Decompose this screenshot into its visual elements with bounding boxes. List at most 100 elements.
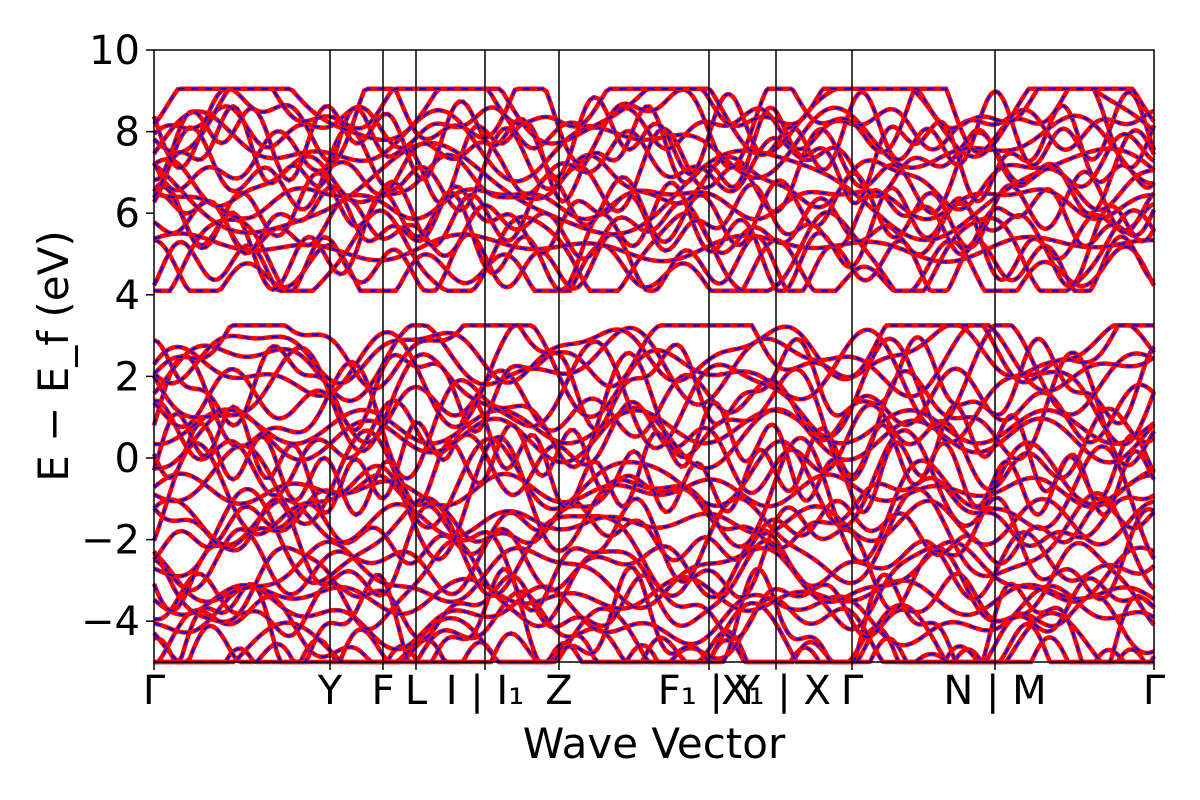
band-line-dashed [994,188,1155,247]
band-line-dashed [153,540,710,610]
x-tick-label: Y [317,668,343,714]
plot-frame [153,49,1155,663]
y-tick-label: 6 [115,191,140,237]
band-line-dashed [995,324,1155,416]
band-line-dashed [994,330,1155,393]
x-tick-label: Z [545,668,572,714]
high-symmetry-lines [329,50,996,662]
y-axis-title: E − E_f (eV) [29,230,78,481]
band-line-dashed [154,209,710,292]
band-line-dashed [708,594,996,647]
band-line-dashed [994,383,1155,444]
band-line-dashed [994,582,1155,663]
band-line-dashed [994,577,1155,633]
band-line-dashed [708,436,996,563]
band-line-dashed [994,407,1155,489]
band-line-dashed [994,414,1155,516]
band-line-dashed [153,153,710,208]
band-line-dashed [153,528,710,598]
band-line-dashed [708,87,996,169]
band-line-dashed [153,87,710,169]
band-line-dashed [994,87,1155,143]
band-line-solid [992,169,1156,235]
band-line-dashed [153,402,710,514]
band-line-dashed [153,181,710,292]
band-line-dashed [994,133,1155,188]
y-tick-label: −2 [81,518,140,564]
band-line-dashed [994,417,1155,464]
band-line-dashed [153,497,710,612]
y-tick-label: 2 [115,354,140,400]
band-line-dashed [153,324,710,406]
band-line-dashed [994,542,1155,626]
y-axis: 10 8 6 4 2 0 −2 −4 [81,28,154,645]
band-line-dashed [153,142,710,236]
band-line-dashed [994,409,1155,445]
band-line-dashed [153,339,710,433]
band-line-dashed [994,114,1154,185]
band-line-dashed [708,211,996,292]
band-line-dashed [994,445,1155,560]
band-line-dashed [708,87,996,158]
band-line-dashed [153,172,710,250]
band-line-dashed [153,572,710,640]
band-line-dashed [153,328,710,385]
band-line-dashed [994,205,1155,287]
y-tick-label: 4 [115,273,140,319]
x-tick-label: I | I₁ [446,668,525,714]
band-line-solid [993,493,1156,549]
band-line-dashed [708,324,996,429]
band-line-dashed [153,324,709,390]
band-line-dashed [708,423,996,513]
band-line-dashed [153,324,710,429]
band-line-dashed [153,408,710,446]
band-line-dashed [994,90,1155,167]
band-line-dashed [153,239,710,292]
y-tick-label: 8 [115,110,140,156]
bands-layer [151,86,1157,665]
band-line-dashed [994,188,1154,221]
band-line-dashed [994,324,1154,384]
x-tick-label: N | M [943,668,1046,714]
band-line-dashed [153,187,710,221]
band-line-dashed [994,434,1155,516]
x-axis-title: Wave Vector [523,719,786,768]
band-line-dashed [708,155,996,211]
x-tick-label: Γ [841,668,864,714]
band-line-dashed [994,531,1155,582]
x-tick-label: F₁ | Y [658,668,761,714]
band-line-dashed [994,87,1155,123]
band-line-dashed [994,441,1155,506]
band-line-dashed [994,324,1155,378]
band-line-dashed [994,235,1155,292]
band-line-solid [152,86,711,131]
band-line-dashed [994,351,1155,467]
y-tick-label: −4 [81,599,140,645]
x-tick-label: X₁ | X [721,668,831,714]
band-line-dashed [708,487,996,585]
band-line-dashed [994,87,1155,169]
band-line-dashed [994,147,1155,199]
band-line-solid [153,94,712,183]
band-line-dashed [994,164,1155,211]
y-tick-label: 10 [89,28,140,74]
band-line-solid [993,496,1155,547]
band-line-dashed [153,472,710,507]
x-tick-label: Γ [1143,668,1166,714]
band-line-dashed [708,107,996,151]
band-line-dashed [153,500,710,565]
band-line-dashed [708,499,996,546]
band-line-dashed [153,488,710,597]
band-line-dashed [994,129,1155,215]
band-line-dashed [708,87,996,130]
band-line-dashed [153,539,710,631]
x-tick-label: L [405,668,428,714]
band-line-dashed [994,492,1155,590]
x-tick-label: F [371,668,394,714]
y-tick-label: 0 [115,436,140,482]
band-line-dashed [153,576,710,616]
band-line-dashed [708,403,996,494]
x-tick-label: Γ [143,668,166,714]
